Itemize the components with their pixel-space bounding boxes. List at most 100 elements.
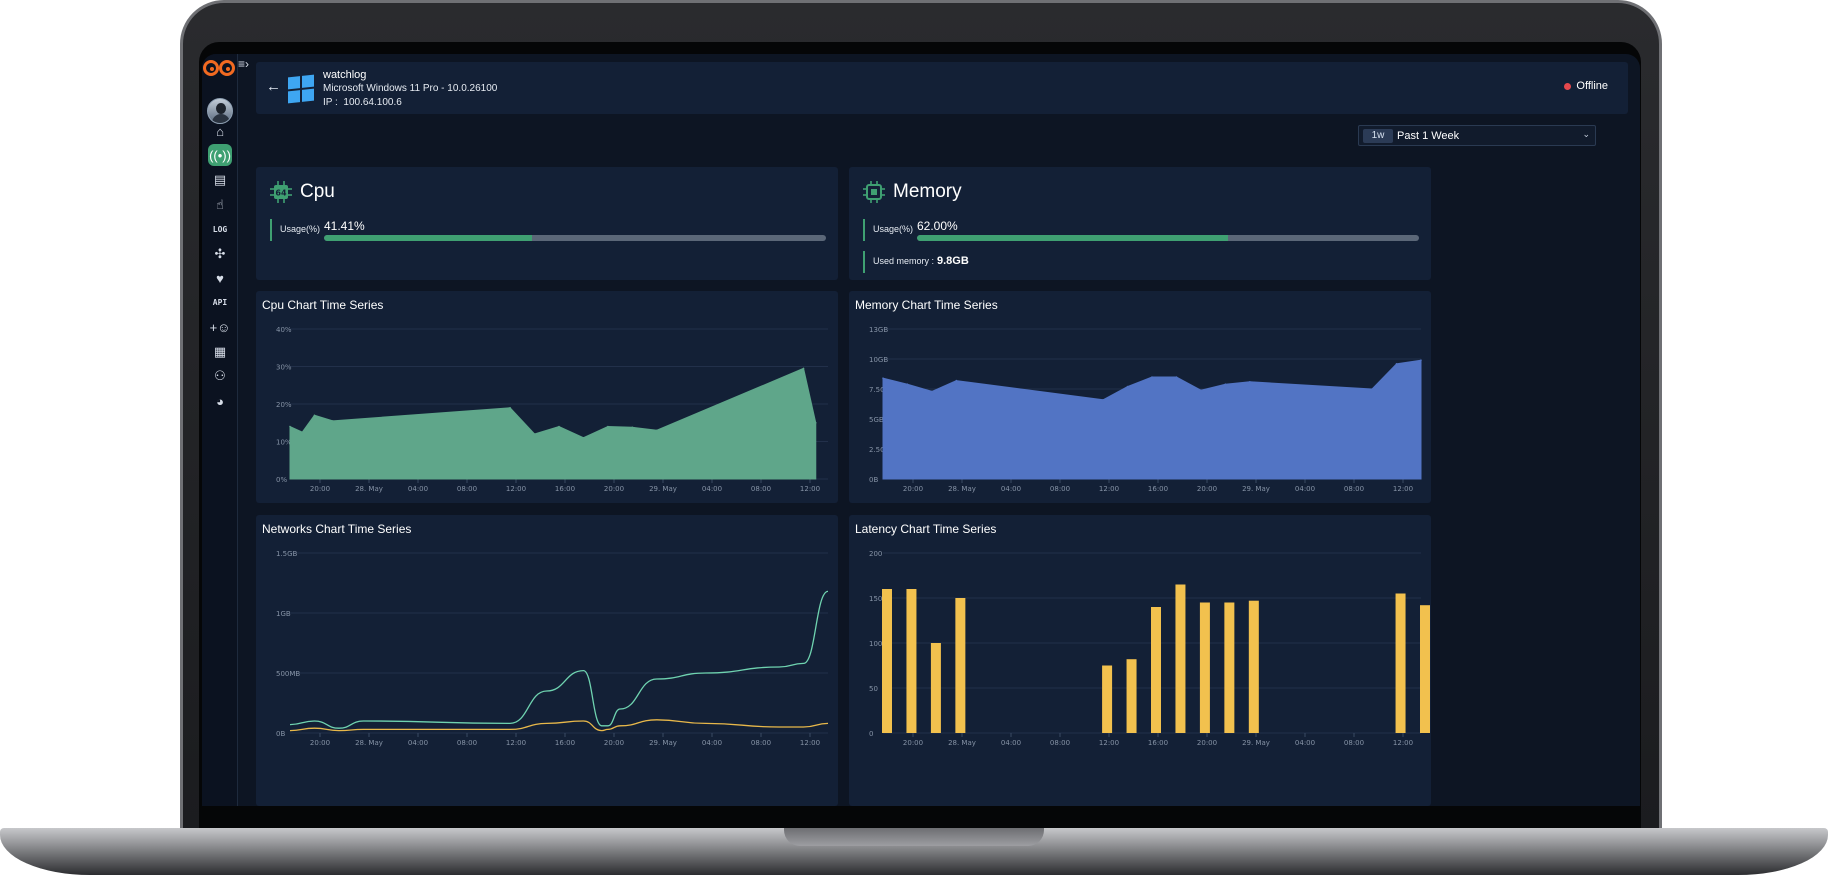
data-point: [906, 383, 909, 385]
y-tick-label: 0B: [869, 476, 878, 484]
cpu-usage-bar: [324, 235, 826, 241]
latency-bar: [955, 598, 966, 733]
y-tick-label: 13GB: [869, 326, 888, 334]
memory-chart-card: Memory Chart Time Series 0B 2.5GB 5GB 7.5GB…: [849, 291, 1431, 503]
data-point: [1224, 383, 1227, 385]
memory-chip-icon: [863, 181, 885, 203]
data-point: [289, 425, 291, 428]
add-user-icon[interactable]: +☺: [209, 319, 231, 335]
x-tick-label: 12:00: [800, 739, 820, 747]
data-point: [955, 379, 958, 382]
x-tick-label: 04:00: [1295, 739, 1315, 747]
x-tick-label: 29. May: [649, 739, 677, 747]
collapse-menu-icon[interactable]: ≡›: [238, 57, 249, 71]
back-arrow-icon[interactable]: ←: [266, 78, 281, 95]
status-badge: Offline: [1564, 80, 1608, 92]
x-tick-label: 12:00: [800, 485, 820, 493]
cpu-usage-bar-fill: [324, 235, 532, 241]
latency-bar: [882, 589, 892, 733]
dashboard-settings-icon[interactable]: ▤: [213, 172, 227, 187]
memory-chart: 0B 2.5GB 5GB 7.5GB 10GB 13GB 20:00 28. May 04:00…: [869, 326, 1422, 493]
series-area: [289, 367, 817, 480]
y-tick-label: 150: [869, 595, 882, 603]
latency-bar: [1199, 602, 1210, 733]
data-point: [1420, 359, 1422, 361]
y-tick-label: 40%: [276, 326, 292, 334]
data-point: [558, 425, 560, 428]
x-tick-label: 04:00: [1001, 739, 1021, 747]
x-tick-label: 08:00: [1344, 739, 1364, 747]
latency-bar: [1248, 600, 1259, 733]
cpu-chip-icon: 64: [270, 181, 292, 203]
y-tick-label: 5GB: [869, 416, 884, 424]
x-tick-label: 28. May: [948, 485, 976, 493]
networks-chart: 0B 500MB 1GB 1.5GB 20:00 28. May 04:00 08:00 12:…: [276, 550, 829, 747]
data-point: [1102, 399, 1104, 401]
home-icon[interactable]: ⌂: [216, 123, 224, 139]
watchlog-logo-icon[interactable]: [203, 58, 235, 76]
x-tick-label: 20:00: [604, 485, 624, 493]
x-tick-label: 08:00: [457, 485, 477, 493]
time-range-label: Past 1 Week: [1397, 130, 1460, 142]
status-text: Offline: [1576, 80, 1608, 92]
data-point: [802, 367, 805, 370]
data-point: [301, 431, 304, 433]
y-tick-label: 2.5GB: [869, 446, 891, 454]
x-tick-label: 20:00: [310, 739, 330, 747]
latency-bar: [1126, 659, 1137, 733]
latency-bar: [1224, 602, 1235, 733]
cpu-chart: 0% 10% 20% 30% 40% 20:00 28. May 04:00 08:00 12:0…: [276, 326, 828, 493]
agent-ip-row: IP : 100.64.100.6: [323, 97, 402, 108]
time-range-select[interactable]: 1w Past 1 Week ⌄: [1358, 125, 1596, 146]
x-tick-label: 16:00: [555, 739, 575, 747]
y-tick-label: 10GB: [869, 356, 888, 364]
x-tick-label: 16:00: [1148, 485, 1168, 493]
y-tick-label: 1GB: [276, 610, 291, 618]
touch-icon[interactable]: ☝: [216, 197, 224, 212]
avatar[interactable]: [207, 98, 233, 124]
cpu-usage-label: Usage(%): [280, 224, 321, 234]
latency-bar: [1102, 665, 1113, 733]
data-point: [1395, 363, 1398, 365]
x-tick-label: 28. May: [355, 485, 383, 493]
brain-icon[interactable]: ◕: [216, 393, 224, 409]
status-dot-icon: [1564, 82, 1572, 90]
data-point: [1249, 381, 1251, 383]
memory-usage-bar-fill: [917, 235, 1229, 241]
y-tick-label: 0: [869, 730, 873, 738]
y-tick-label: 7.5GB: [869, 386, 891, 394]
memory-usage-metric: Usage(%) 62.00%: [863, 219, 1423, 241]
data-point: [814, 421, 817, 424]
broadcast-icon[interactable]: ((•)): [208, 144, 232, 166]
log-icon[interactable]: LOG: [212, 224, 228, 234]
x-tick-label: 20:00: [310, 485, 330, 493]
webhook-icon[interactable]: ⚇: [214, 368, 226, 383]
puzzle-icon[interactable]: ✣: [214, 246, 226, 261]
cpu-chart-title: Cpu Chart Time Series: [262, 298, 384, 312]
y-tick-label: 500MB: [276, 670, 300, 678]
x-tick-label: 12:00: [506, 485, 526, 493]
networks-chart-card: Networks Chart Time Series 0B 500MB 1GB 1.5…: [256, 515, 838, 806]
x-tick-label: 04:00: [408, 485, 428, 493]
x-tick-label: 04:00: [1001, 485, 1021, 493]
x-tick-label: 29. May: [1242, 485, 1270, 493]
x-tick-label: 08:00: [751, 485, 771, 493]
x-tick-label: 08:00: [1050, 485, 1070, 493]
x-tick-label: 28. May: [355, 739, 383, 747]
x-tick-label: 08:00: [457, 739, 477, 747]
x-tick-label: 12:00: [1393, 739, 1413, 747]
series-line: [289, 590, 829, 729]
heartbeat-icon[interactable]: ♥: [216, 270, 224, 286]
x-tick-label: 04:00: [702, 485, 722, 493]
used-memory-value: 9.8GB: [937, 255, 969, 267]
x-tick-label: 12:00: [1099, 739, 1119, 747]
x-tick-label: 29. May: [1242, 739, 1270, 747]
api-icon[interactable]: API: [212, 297, 228, 307]
x-tick-label: 04:00: [408, 739, 428, 747]
data-point: [631, 426, 634, 429]
y-tick-label: 1.5GB: [276, 550, 298, 558]
cpu-title: Cpu: [300, 181, 335, 202]
user-card-icon[interactable]: ▦: [213, 344, 227, 359]
data-point: [533, 433, 536, 435]
x-tick-label: 12:00: [506, 739, 526, 747]
